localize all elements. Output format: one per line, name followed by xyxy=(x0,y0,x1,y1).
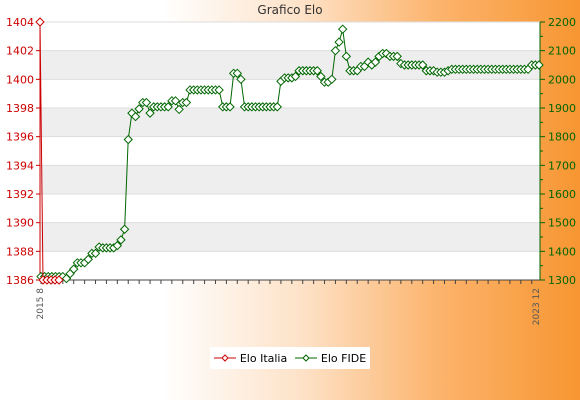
fide-point xyxy=(163,102,173,112)
right-axis-ticks: 1300 1400 1500 1600 1700 1800 1900 2000 2100 2200 xyxy=(540,16,576,287)
fide-point xyxy=(69,264,79,274)
fide-point xyxy=(134,104,144,114)
chart-title: Grafico Elo xyxy=(257,3,323,17)
fide-point xyxy=(174,104,184,115)
legend-entry-italia[interactable]: Elo Italia xyxy=(213,351,288,365)
fide-point xyxy=(334,37,344,47)
x-tick-label: 2023 12 xyxy=(532,288,542,325)
legend-label-fide: Elo FIDE xyxy=(320,351,367,365)
right-tick-label: 2200 xyxy=(548,16,576,29)
fide-point xyxy=(330,45,341,56)
italia-point xyxy=(54,275,64,285)
fide-point xyxy=(141,97,152,108)
left-tick-label: 1404 xyxy=(6,16,34,29)
fide-point xyxy=(145,108,155,118)
fide-point xyxy=(225,102,235,112)
fide-point xyxy=(236,74,246,85)
right-tick-label: 1400 xyxy=(548,245,576,258)
fide-point xyxy=(290,71,301,82)
plot-band xyxy=(40,165,540,194)
fide-point xyxy=(119,224,130,234)
left-axis-ticks: 1386 1388 1390 1392 1394 1396 1398 1400 1402 1404 xyxy=(6,16,40,287)
left-tick-label: 1392 xyxy=(6,188,34,201)
fide-point xyxy=(232,68,242,79)
fide-point xyxy=(83,254,93,265)
fide-point xyxy=(181,97,192,108)
fide-point xyxy=(327,74,337,85)
left-tick-label: 1386 xyxy=(6,274,34,287)
fide-point xyxy=(534,60,544,70)
left-tick-label: 1398 xyxy=(6,102,34,115)
right-tick-label: 1500 xyxy=(548,217,576,230)
fide-point xyxy=(370,57,381,67)
fide-point xyxy=(112,240,123,251)
fide-point xyxy=(392,51,402,62)
left-tick-label: 1394 xyxy=(6,159,34,172)
fide-point xyxy=(90,248,101,259)
fide-point xyxy=(272,102,282,112)
x-axis-ticks: 2015 8 2023 12 xyxy=(36,280,542,325)
fide-point xyxy=(341,51,352,62)
right-tick-label: 1300 xyxy=(548,274,576,287)
right-tick-label: 1700 xyxy=(548,159,576,172)
plot-band xyxy=(40,108,540,137)
italia-point xyxy=(35,17,45,27)
fide-point xyxy=(214,85,224,95)
left-tick-label: 1388 xyxy=(6,245,34,258)
fide-point xyxy=(338,24,348,34)
fide-point xyxy=(123,134,133,145)
legend-label-italia: Elo Italia xyxy=(239,351,288,365)
fide-point xyxy=(316,71,326,82)
fide-point xyxy=(116,235,126,245)
fide-point xyxy=(312,66,322,76)
right-tick-label: 1600 xyxy=(548,188,576,201)
left-tick-label: 1396 xyxy=(6,131,34,144)
right-tick-label: 2100 xyxy=(548,45,576,58)
left-tick-label: 1400 xyxy=(6,73,34,86)
legend-swatch-fide xyxy=(294,354,317,362)
legend-entry-fide[interactable]: Elo FIDE xyxy=(294,351,367,365)
right-tick-label: 1800 xyxy=(548,131,576,144)
series-elo-fide xyxy=(36,24,544,284)
series-elo-italia xyxy=(35,17,64,285)
plot-bands xyxy=(40,22,540,280)
fide-point xyxy=(170,96,181,106)
fide-point xyxy=(417,60,428,70)
right-tick-label: 1900 xyxy=(548,102,576,115)
right-tick-label: 2000 xyxy=(548,73,576,86)
legend: Elo Italia Elo FIDE xyxy=(210,347,370,369)
left-tick-label: 1390 xyxy=(6,217,34,230)
plot-band xyxy=(40,50,540,80)
x-tick-label: 2015 8 xyxy=(36,288,46,320)
left-tick-label: 1402 xyxy=(6,45,34,58)
fide-point xyxy=(130,111,141,122)
legend-swatch-italia xyxy=(213,354,236,362)
